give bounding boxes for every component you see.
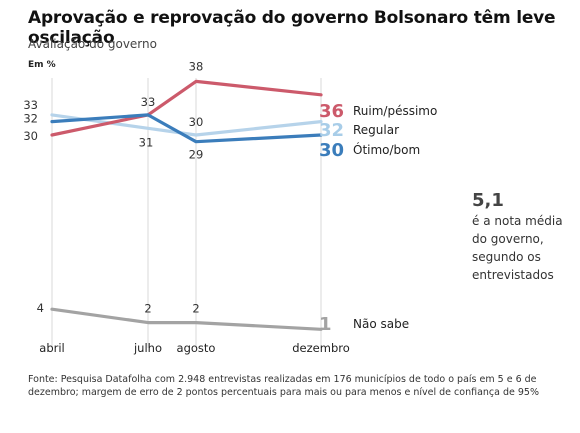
side-note: 5,1 é a nota média do governo, segundo o… [472,190,572,284]
data-label: 32 [23,112,38,126]
data-label: 30 [189,115,204,129]
data-label: 2 [192,302,199,316]
end-value-label: 32 [319,120,344,141]
legend-label: Ruim/péssimo [353,104,437,118]
data-label: 2 [144,302,151,316]
x-tick-label: abril [39,341,64,355]
data-label: 31 [139,135,154,149]
series-line-Ótimo/bom [50,113,323,144]
chart-title: Aprovação e reprovação do governo Bolson… [28,8,556,48]
data-label: 29 [189,148,204,162]
x-tick-label: julho [133,341,162,355]
end-value-label: 30 [319,140,344,161]
unit-label: Em % [28,60,56,70]
legend-label: Não sabe [353,317,409,331]
data-label: 4 [37,301,44,315]
data-label: 33 [141,95,156,109]
average-score-text: é a nota média do governo, segundo os en… [472,214,563,282]
end-value-label: 1 [319,314,332,335]
x-tick-label: dezembro [292,341,350,355]
data-label: 38 [189,59,204,73]
legend-label: Regular [353,123,399,137]
series-line-Não sabe [50,307,323,331]
end-value-label: 36 [319,101,344,122]
series-line-Regular [50,113,323,137]
source-note: Fonte: Pesquisa Datafolha com 2.948 entr… [28,374,539,398]
x-tick-label: agosto [177,341,216,355]
chart-subtitle: Avaliação do governo [28,37,157,51]
data-label: 33 [23,98,38,112]
series-line-Ruim/péssimo [50,79,323,137]
average-score-value: 5,1 [472,190,504,211]
legend-label: Ótimo/bom [353,142,420,157]
data-label: 30 [23,129,38,143]
